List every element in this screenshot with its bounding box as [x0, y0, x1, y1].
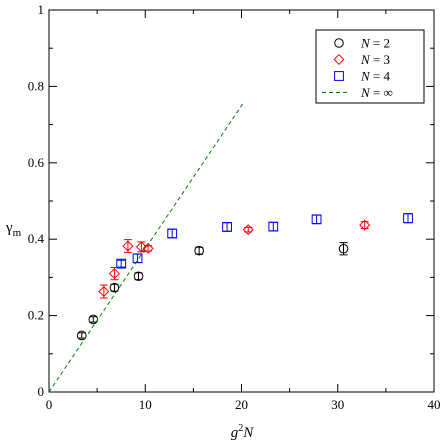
x-tick-label: 0 [46, 397, 53, 412]
data-point-diamond [242, 224, 254, 236]
y-tick-label: 0.8 [28, 78, 44, 93]
data-point-square [268, 221, 279, 232]
y-tick-label: 0.4 [28, 231, 45, 246]
legend-label: N = ∞ [360, 85, 393, 100]
legend-swatch-square [334, 71, 344, 81]
axis-ticks [48, 9, 435, 393]
legend: N = 2N = 3 N = 4N = ∞ [315, 29, 425, 104]
data-point-circle [76, 330, 87, 341]
data-point-square [167, 228, 178, 239]
legend-entry: N = 4 [334, 69, 391, 84]
error-bar [195, 246, 204, 255]
legend-box [315, 29, 425, 104]
error-bar [134, 272, 143, 281]
data-point-square [403, 213, 413, 224]
legend-entry: N = 2 [334, 36, 390, 51]
series-dashed-line [48, 102, 244, 393]
data-point-square [132, 253, 143, 264]
x-tick-label: 10 [139, 397, 152, 412]
legend-swatch-circle [334, 38, 344, 48]
x-tick-label: 20 [235, 397, 248, 412]
data-point-square [116, 258, 127, 269]
error-bar [223, 222, 232, 232]
legend-entry: N = ∞ [322, 85, 393, 100]
data-point-circle [133, 271, 144, 282]
x-tick-label: 30 [331, 397, 344, 412]
data-point-diamond [98, 286, 110, 298]
data-point-circle [338, 243, 349, 254]
legend-swatch-diamond [333, 53, 345, 66]
error-bar [269, 221, 278, 232]
y-tick-label: 0.6 [28, 155, 45, 170]
legend-label: N = 2 [360, 36, 390, 51]
legend-label: N = 4 [360, 69, 391, 84]
x-axis-label: g2N [231, 423, 255, 440]
data-point-diamond [108, 268, 120, 280]
error-bar [117, 259, 126, 268]
y-axis-label: γm [5, 220, 22, 239]
tick-labels: 0 10 20 30 40 0 0.2 0.4 0.6 0.8 1 [28, 2, 441, 412]
data-point-square [311, 214, 322, 225]
data-point-diamond [359, 219, 371, 231]
legend-label: N = 3 [360, 52, 390, 67]
x-tick-label: 40 [428, 397, 441, 412]
y-tick-label: 0.2 [28, 308, 44, 323]
data-point-diamond [142, 242, 154, 254]
n-infinity-dashed-line [48, 102, 244, 393]
error-bar [404, 213, 413, 224]
error-bar [312, 214, 321, 225]
y-tick-label: 0 [38, 384, 45, 399]
data-point-square [222, 222, 232, 232]
series-diamond [98, 219, 371, 299]
error-bar [168, 228, 177, 239]
data-point-circle [194, 245, 204, 256]
error-bar [360, 221, 369, 230]
data-point-diamond [122, 240, 134, 252]
y-tick-label: 1 [38, 2, 45, 17]
error-bar [77, 332, 86, 339]
series-square [116, 213, 413, 269]
data-point-circle [109, 282, 120, 293]
legend-entry: N = 3 [333, 52, 390, 67]
data-series [48, 102, 413, 393]
series-circle [76, 242, 349, 341]
